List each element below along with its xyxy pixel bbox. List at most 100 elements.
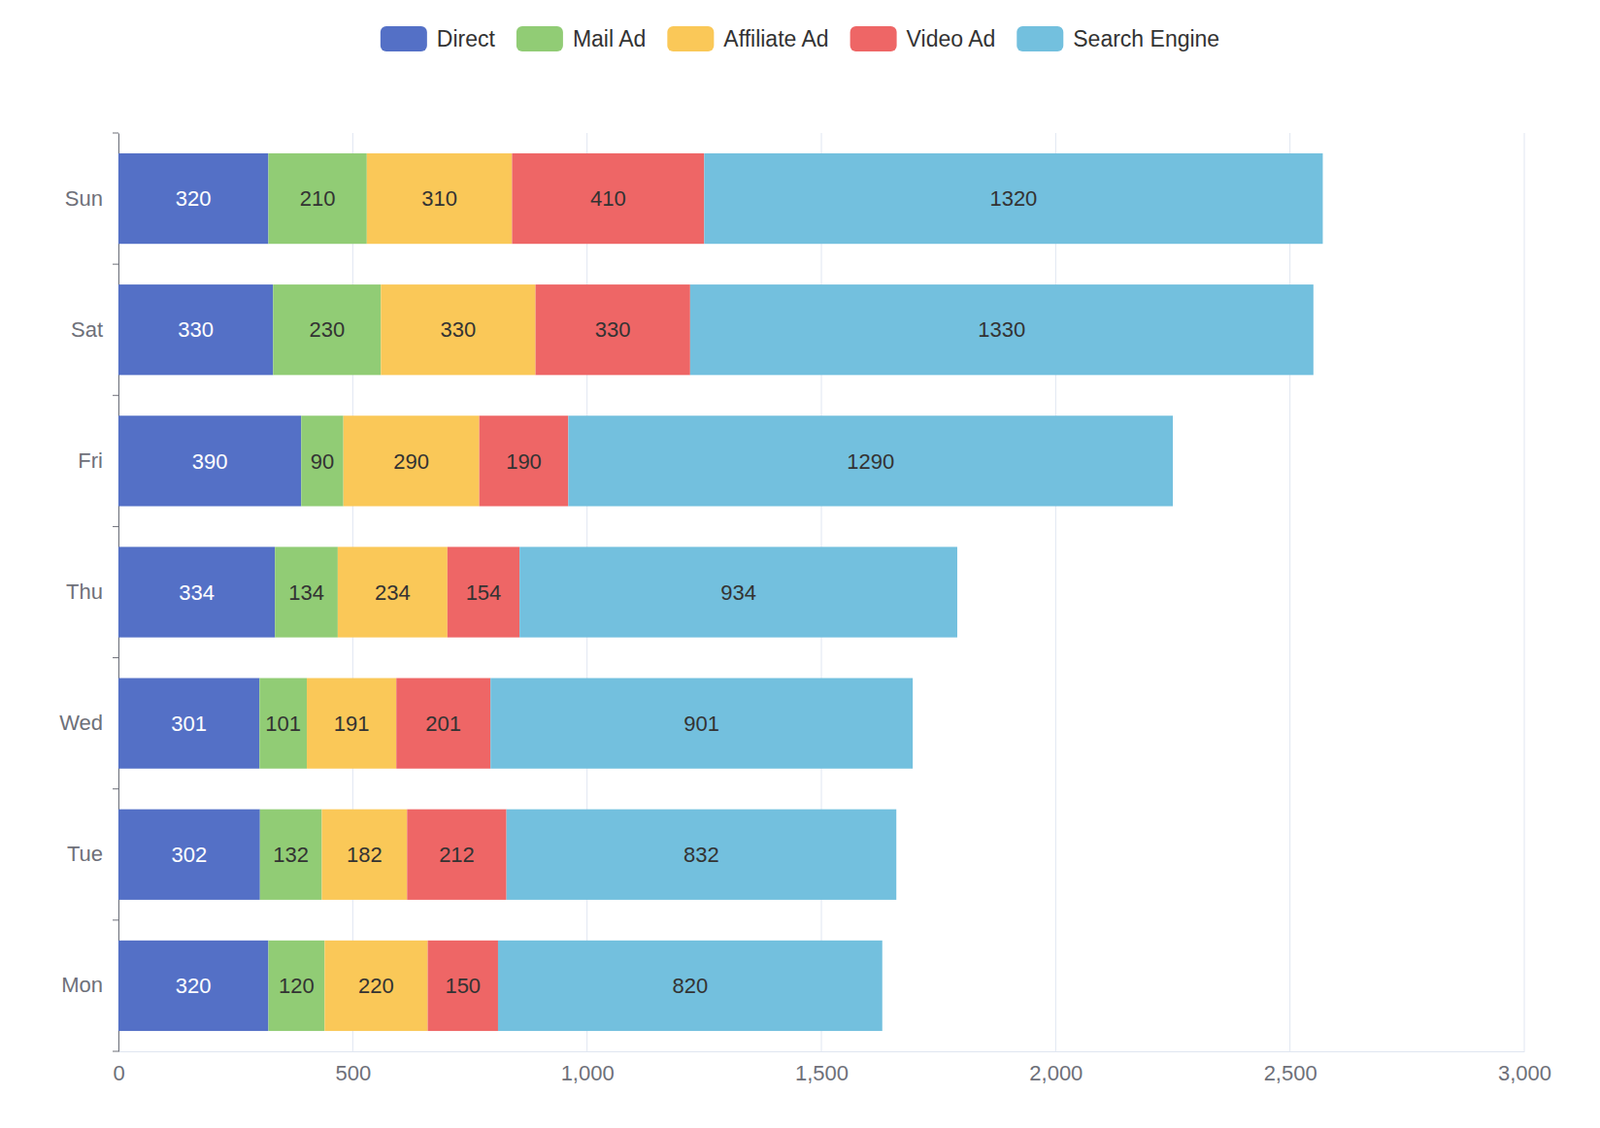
data-label: 310 bbox=[421, 186, 458, 211]
bar bbox=[300, 415, 343, 506]
bar bbox=[118, 940, 268, 1032]
y-boundary-tick bbox=[112, 395, 119, 397]
data-label: 901 bbox=[683, 711, 720, 736]
bar bbox=[366, 153, 513, 244]
legend-item[interactable]: Mail Ad bbox=[516, 26, 646, 52]
chart: 0 500 1,000 1,500 2,000 2,500 3,000 Mon Tue Wed Th… bbox=[0, 0, 1600, 1128]
bar bbox=[321, 809, 407, 900]
y-tick: Fri bbox=[77, 448, 119, 473]
data-label: 220 bbox=[358, 973, 395, 999]
x-tick-label: 0 bbox=[112, 1061, 125, 1086]
data-label: 390 bbox=[192, 449, 229, 474]
legend-item[interactable]: Direct bbox=[380, 26, 497, 52]
data-label: 320 bbox=[175, 186, 212, 211]
legend-swatch bbox=[1016, 26, 1064, 52]
data-label: 191 bbox=[333, 711, 370, 736]
x-tick-label: 2,500 bbox=[1264, 1061, 1318, 1086]
y-boundary-tick bbox=[112, 526, 119, 528]
grid bbox=[118, 133, 1525, 1052]
legend-swatch bbox=[666, 26, 714, 52]
data-label: 290 bbox=[393, 449, 430, 474]
legend-swatch bbox=[380, 26, 428, 52]
data-label: 190 bbox=[505, 449, 542, 474]
y-tick: Wed bbox=[59, 710, 119, 735]
bar bbox=[567, 415, 1173, 506]
data-label: 1290 bbox=[846, 449, 895, 474]
data-label: 1330 bbox=[977, 317, 1026, 342]
data-label: 832 bbox=[683, 842, 720, 867]
x-tick-label: 1,500 bbox=[795, 1061, 849, 1086]
plot: 0 500 1,000 1,500 2,000 2,500 3,000 Mon Tue Wed Th… bbox=[59, 133, 1552, 1086]
bar bbox=[274, 546, 338, 637]
bar bbox=[511, 153, 704, 244]
bar bbox=[272, 284, 381, 375]
y-tick-label: Fri bbox=[77, 448, 103, 473]
bar bbox=[267, 153, 367, 244]
legend-item[interactable]: Video Ad bbox=[850, 26, 997, 52]
data-label: 330 bbox=[440, 317, 477, 342]
data-label: 154 bbox=[466, 580, 502, 605]
x-tick: 3,000 bbox=[1498, 1051, 1552, 1086]
y-tick-label: Mon bbox=[61, 972, 103, 998]
legend-swatch bbox=[850, 26, 898, 52]
data-label: 410 bbox=[590, 186, 627, 211]
x-tick: 500 bbox=[334, 1051, 371, 1086]
bar bbox=[519, 546, 958, 637]
bar bbox=[490, 678, 913, 769]
bar bbox=[396, 678, 491, 769]
data-label: 330 bbox=[177, 317, 214, 342]
legend-item[interactable]: Search Engine bbox=[1016, 26, 1220, 52]
x-tick-label: 1,000 bbox=[561, 1061, 615, 1086]
y-boundary-tick bbox=[112, 264, 119, 266]
legend: Direct Mail Ad Affiliate Ad Video Ad Search … bbox=[380, 26, 1220, 52]
y-boundary-tick bbox=[112, 133, 119, 134]
legend-label: Affiliate Ad bbox=[723, 26, 829, 52]
data-label: 101 bbox=[265, 711, 301, 736]
bar bbox=[118, 153, 268, 244]
x-tick-label: 3,000 bbox=[1498, 1061, 1552, 1086]
y-boundary-tick bbox=[112, 657, 119, 659]
y-tick: Tue bbox=[66, 841, 119, 867]
legend-label: Mail Ad bbox=[572, 26, 646, 52]
bar bbox=[406, 809, 506, 900]
data-label: 212 bbox=[438, 842, 475, 867]
y-axis: Mon Tue Wed Thu Fri Sat Sun bbox=[59, 133, 119, 1053]
bar bbox=[306, 678, 397, 769]
bar bbox=[118, 415, 301, 506]
legend-label: Direct bbox=[436, 26, 497, 52]
data-label: 301 bbox=[170, 711, 207, 736]
y-tick-label: Tue bbox=[66, 841, 103, 867]
bar bbox=[506, 809, 898, 900]
grid-line bbox=[1055, 133, 1057, 1052]
bar bbox=[380, 284, 535, 375]
bar bbox=[447, 546, 520, 637]
data-label: 210 bbox=[300, 186, 336, 211]
data-label: 134 bbox=[288, 580, 325, 605]
x-axis: 0 500 1,000 1,500 2,000 2,500 3,000 bbox=[112, 1051, 1552, 1086]
y-tick: Mon bbox=[61, 972, 119, 998]
data-label: 182 bbox=[346, 842, 383, 867]
bar bbox=[498, 940, 883, 1032]
bar bbox=[260, 809, 323, 900]
data-label: 334 bbox=[178, 580, 215, 605]
x-tick: 1,500 bbox=[795, 1051, 849, 1086]
bars bbox=[118, 153, 1323, 1032]
data-label: 90 bbox=[310, 449, 334, 474]
y-boundary-tick bbox=[112, 788, 119, 790]
x-tick: 0 bbox=[112, 1051, 125, 1086]
bar bbox=[337, 546, 448, 637]
y-tick: Thu bbox=[66, 579, 119, 604]
bar bbox=[535, 284, 691, 375]
data-label: 120 bbox=[278, 973, 315, 999]
bar bbox=[118, 809, 261, 900]
data-label: 132 bbox=[272, 842, 309, 867]
x-tick: 2,000 bbox=[1029, 1051, 1083, 1086]
data-label: 1320 bbox=[989, 186, 1037, 211]
legend-item[interactable]: Affiliate Ad bbox=[666, 26, 829, 52]
bar bbox=[690, 284, 1314, 375]
y-tick-label: Sat bbox=[70, 317, 103, 342]
grid-line bbox=[1289, 133, 1291, 1052]
y-tick-label: Sun bbox=[65, 186, 103, 211]
bar bbox=[703, 153, 1323, 244]
bar bbox=[428, 940, 499, 1032]
